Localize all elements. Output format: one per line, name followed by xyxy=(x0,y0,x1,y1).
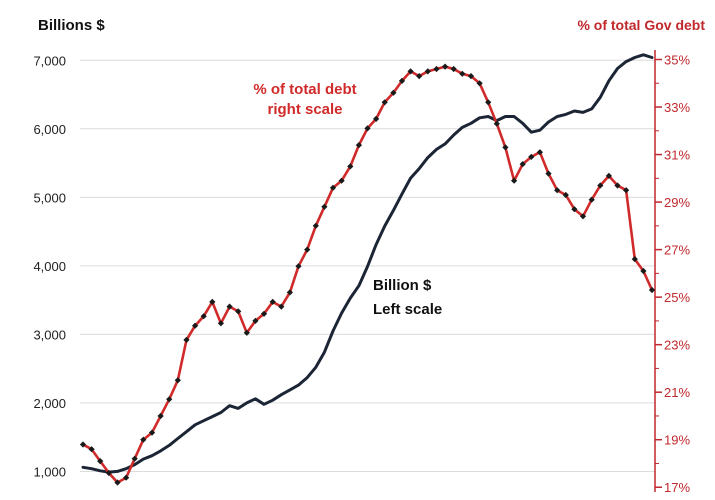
right-tick-label: 31% xyxy=(664,148,690,163)
right-tick-label: 27% xyxy=(664,243,690,258)
right-tick-label: 17% xyxy=(664,480,690,495)
right-tick-label: 23% xyxy=(664,338,690,353)
left-tick-label: 4,000 xyxy=(33,259,66,274)
left-tick-label: 2,000 xyxy=(33,396,66,411)
percent-marker xyxy=(278,303,285,310)
percent-marker xyxy=(295,263,302,270)
annotation-billions-line-2: Left scale xyxy=(373,301,442,318)
percent-marker xyxy=(260,310,268,317)
left-tick-label: 6,000 xyxy=(33,122,66,137)
annotation-billions-line-1: Billion $ xyxy=(373,277,432,294)
percent-marker xyxy=(355,141,363,149)
left-tick-label: 3,000 xyxy=(33,327,66,342)
right-axis-title: % of total Gov debt xyxy=(577,17,705,33)
left-axis-labels: 1,000 2,000 3,000 4,000 5,000 6,000 7,000 xyxy=(33,53,66,479)
right-tick-label: 25% xyxy=(664,290,690,305)
percent-marker xyxy=(269,298,276,306)
left-axis-title: Billions $ xyxy=(38,17,105,34)
percent-marker xyxy=(157,412,164,420)
left-tick-label: 5,000 xyxy=(33,190,66,205)
right-tick-label: 21% xyxy=(664,385,690,400)
percent-marker xyxy=(304,246,311,253)
left-tick-label: 7,000 xyxy=(33,53,66,68)
right-axis-tick-marks xyxy=(655,58,662,488)
annotation-percent-line-2: right scale xyxy=(267,101,342,118)
percent-marker xyxy=(122,474,130,481)
series-billions-line xyxy=(81,53,654,474)
right-tick-label: 19% xyxy=(664,433,690,448)
right-tick-label: 29% xyxy=(664,195,690,210)
left-tick-label: 1,000 xyxy=(33,464,66,479)
annotation-percent-line-1: % of total debt xyxy=(253,81,356,98)
percent-marker xyxy=(226,303,233,310)
right-tick-label: 33% xyxy=(664,100,690,115)
percent-marker xyxy=(286,289,294,296)
right-axis-labels: 17% 19% 21% 23% 25% 27% 29% 31% 33% 35% xyxy=(664,53,690,496)
percent-marker xyxy=(191,322,199,329)
right-tick-label: 35% xyxy=(664,53,690,68)
